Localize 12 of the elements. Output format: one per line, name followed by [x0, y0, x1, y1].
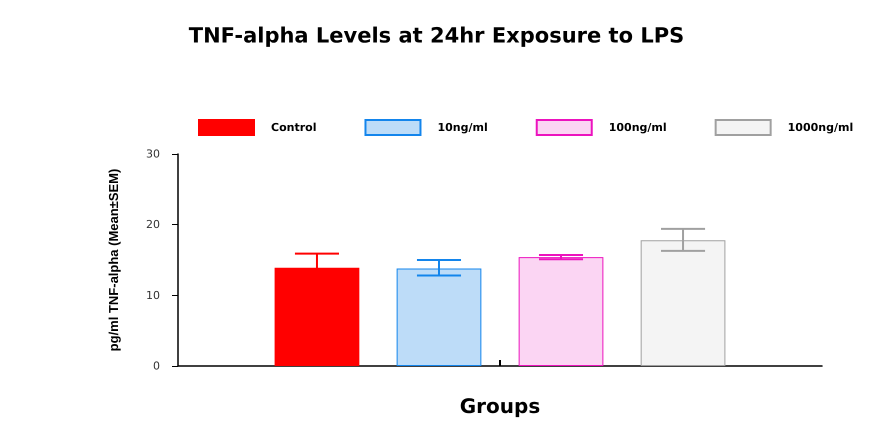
legend-label: 1000ng/ml — [788, 121, 854, 134]
y-tick-label: 30 — [146, 148, 160, 160]
y-tick-label: 10 — [146, 288, 160, 302]
y-tick-label: 20 — [146, 218, 160, 232]
bar — [518, 257, 604, 366]
y-tick-label: 0 — [153, 360, 160, 372]
legend-label: 10ng/ml — [437, 121, 488, 134]
y-axis-title: pg/ml TNF-alpha (Mean±SEM) — [106, 168, 121, 352]
x-axis-title: Groups — [460, 394, 540, 418]
legend-label: Control — [271, 121, 316, 134]
legend-label: 100ng/ml — [608, 121, 667, 134]
chart-title: TNF-alpha Levels at 24hr Exposure to LPS — [188, 24, 684, 48]
